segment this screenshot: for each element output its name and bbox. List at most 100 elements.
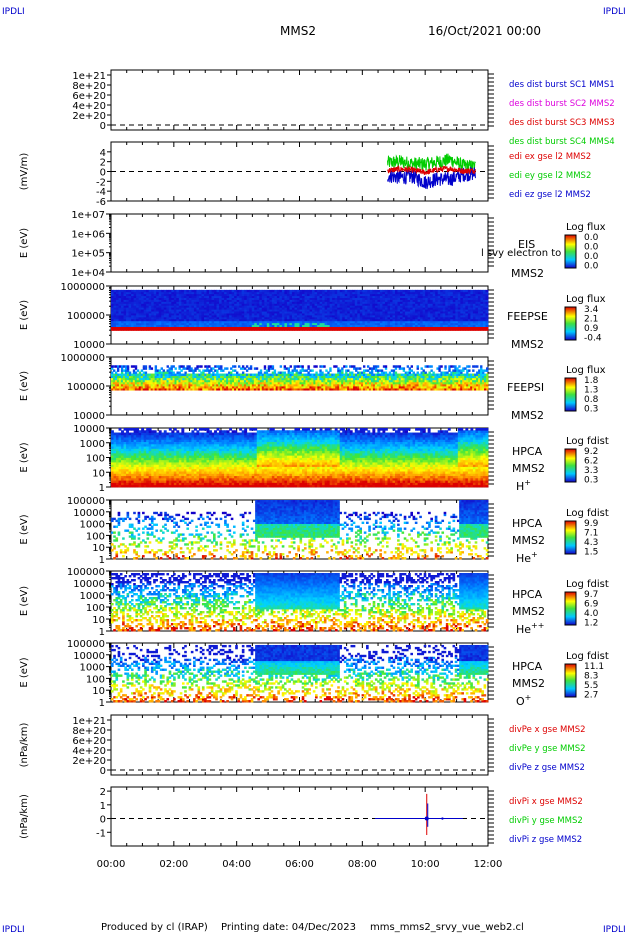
spectrogram-cell	[136, 295, 140, 298]
spectrogram-cell	[339, 303, 343, 306]
series-line	[387, 153, 476, 174]
spectrogram-cell	[289, 289, 293, 293]
spectrogram-cell	[324, 309, 328, 312]
spectrogram-cell	[128, 303, 132, 306]
spectrogram-cell	[400, 289, 403, 293]
spectrogram-cell	[113, 301, 117, 304]
spectrogram-cell	[337, 328, 341, 331]
spectrogram-cell	[369, 322, 373, 326]
spectrogram-cell	[143, 307, 147, 310]
spectrogram-cell	[166, 326, 170, 329]
spectrogram-cell	[163, 299, 167, 302]
spectrogram-cell	[342, 318, 346, 322]
spectrogram-cell	[133, 303, 137, 306]
spectrogram-cell	[141, 328, 145, 331]
spectrogram-cell	[352, 320, 356, 324]
spectrogram-cell	[141, 320, 145, 324]
spectrogram-cell	[261, 324, 265, 327]
spectrogram-cell	[176, 309, 180, 312]
spectrogram-cell	[324, 326, 328, 329]
spectrogram-cell	[309, 311, 313, 314]
y-tick-label: 0	[100, 121, 106, 132]
spectrogram-cell	[231, 318, 235, 322]
spectrogram-cell	[224, 311, 228, 314]
spectrogram-cell	[113, 291, 117, 295]
spectrogram-cell	[141, 309, 145, 312]
spectrogram-cell	[281, 311, 285, 314]
spectrogram-cell	[133, 326, 137, 329]
spectrogram-cell	[158, 295, 162, 298]
spectrogram-cell	[354, 328, 358, 331]
spectrogram-cell	[309, 303, 313, 306]
spectrogram-cell	[146, 309, 150, 312]
spectrogram-cell	[344, 301, 348, 304]
spectrogram-cell	[352, 311, 356, 314]
y-tick-label: 100000	[67, 311, 105, 322]
spectrogram-cell	[131, 313, 135, 316]
spectrogram-cell	[281, 320, 285, 324]
spectrogram-cell	[193, 289, 197, 293]
spectrogram-cell	[334, 324, 338, 327]
spectrogram-cell	[123, 322, 127, 326]
spectrogram-cell	[304, 307, 308, 310]
spectrogram-cell	[133, 328, 137, 331]
spectrogram-cell	[249, 320, 253, 324]
spectrogram-cell	[138, 289, 142, 293]
spectrogram-cell	[219, 309, 222, 312]
spectrogram-cell	[224, 320, 228, 324]
y-tick-label: 8e+20	[72, 81, 106, 92]
spectrogram-cell	[221, 324, 225, 327]
spectrogram-cell	[146, 303, 150, 306]
spectrogram-cell	[146, 326, 150, 329]
spectrogram-cell	[148, 297, 152, 300]
spectrogram-cell	[236, 328, 240, 331]
spectrogram-cell	[319, 291, 323, 295]
spectrogram-cell	[312, 305, 315, 308]
spectrogram-cell	[322, 299, 326, 302]
spectrogram-cell	[256, 297, 260, 300]
spectrogram-cell	[136, 297, 140, 300]
spectrogram-cell	[209, 315, 212, 318]
spectrogram-cell	[151, 307, 155, 310]
spectrogram-cell	[286, 309, 290, 312]
spectrogram-cell	[186, 299, 190, 302]
spectrogram-cell	[236, 309, 240, 312]
spectrogram-cell	[430, 289, 434, 293]
spectrogram-cell	[342, 316, 346, 320]
spectrogram-cell	[309, 324, 313, 327]
spectrogram-cell	[156, 293, 160, 297]
spectrogram-cell	[347, 322, 351, 326]
spectrogram-cell	[302, 291, 305, 295]
spectrogram-cell	[246, 328, 250, 331]
spectrogram-cell	[249, 301, 253, 304]
spectrogram-cell	[158, 322, 162, 326]
spectrogram-cell	[367, 303, 371, 306]
spectrogram-cell	[188, 322, 192, 326]
spectrogram-cell	[198, 326, 202, 329]
spectrogram-cell	[196, 309, 200, 312]
spectrogram-cell	[284, 305, 288, 308]
spectrogram-cell	[118, 297, 122, 300]
spectrogram-cell	[138, 311, 142, 314]
spectrogram-cell	[154, 365, 158, 368]
spectrogram-cell	[201, 291, 205, 295]
spectrogram-cell	[193, 301, 197, 304]
spectrogram-cell	[327, 315, 331, 318]
spectrogram-cell	[329, 328, 333, 331]
spectrogram-cell	[286, 316, 290, 320]
spectrogram-cell	[116, 297, 119, 300]
spectrogram-cell	[269, 320, 273, 324]
spectrogram-cell	[241, 309, 245, 312]
spectrogram-cell	[307, 316, 310, 320]
spectrogram-cell	[317, 299, 320, 302]
spectrogram-cell	[216, 324, 220, 327]
spectrogram-cell	[126, 291, 129, 295]
spectrogram-cell	[274, 303, 278, 306]
spectrogram-cell	[146, 305, 150, 308]
spectrogram-cell	[136, 324, 140, 327]
spectrogram-cell	[349, 303, 353, 306]
spectrogram-cell	[178, 303, 182, 306]
spectrogram-cell	[314, 316, 318, 320]
spectrogram-cell	[226, 305, 230, 308]
